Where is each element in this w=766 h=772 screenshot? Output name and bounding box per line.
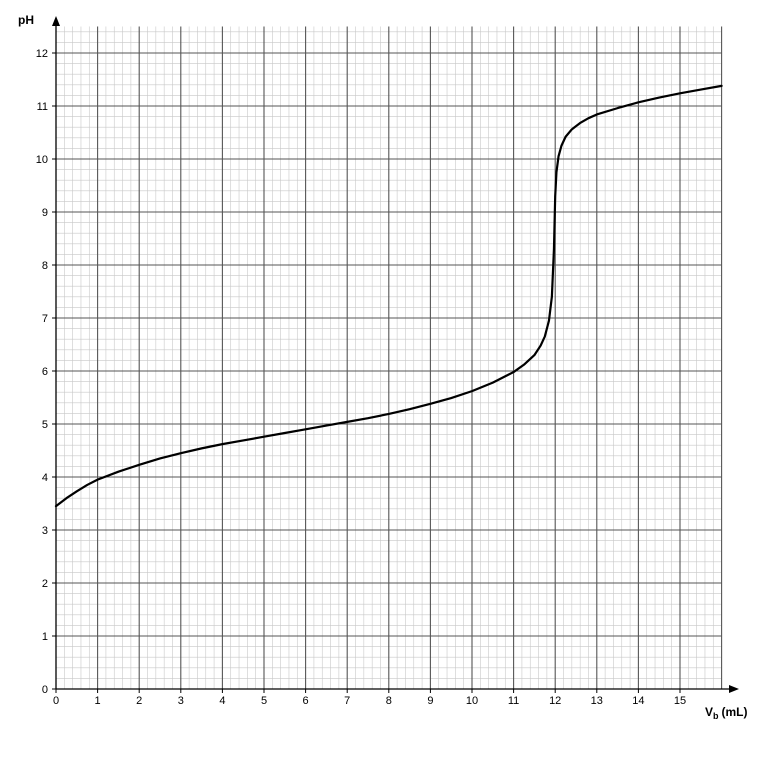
data-point [533,354,536,356]
data-point [304,428,307,431]
major-grid [56,26,723,689]
data-point [284,432,286,434]
x-axis-label-subscript: b [713,711,719,721]
data-point [55,505,57,507]
data-point [658,96,660,99]
series-points [55,85,723,507]
y-axis-arrow [52,16,60,26]
data-point [138,464,140,466]
data-point [471,390,473,392]
x-axis-label: Vb (mL) [705,705,748,721]
x-tick-label: 13 [591,695,603,707]
data-point [596,113,598,116]
data-point [159,457,161,460]
data-point [450,397,453,399]
data-point [557,155,560,158]
x-tick-label: 5 [261,695,267,707]
data-point [544,335,546,338]
data-point [539,344,542,347]
data-point [523,363,525,366]
x-tick-label: 7 [344,695,350,707]
x-tick-label: 8 [386,695,392,707]
data-point [429,403,432,405]
y-tick-label: 4 [42,472,48,484]
y-tick-label: 1 [42,631,48,643]
y-tick-label: 6 [42,366,48,378]
data-point [560,144,563,147]
data-point [679,92,681,95]
x-tick-label: 4 [219,695,225,707]
data-point [555,171,558,174]
data-point [76,490,78,493]
data-point [388,413,390,415]
data-point [200,447,203,450]
data-point [325,424,328,427]
x-tick-label: 11 [508,695,519,707]
x-tick-label: 14 [632,695,644,707]
y-tick-label: 8 [42,260,48,272]
y-tick-label: 5 [42,419,48,431]
data-point [616,107,619,109]
y-tick-label: 9 [42,207,48,219]
data-point [242,439,244,442]
data-point [553,248,555,250]
data-point [263,435,265,438]
y-axis-label: pH [18,13,34,27]
x-axis-label-main: V [705,705,713,719]
data-point [180,452,182,454]
data-point [96,478,99,481]
data-point [554,195,556,197]
y-tick-label: 3 [42,525,48,537]
data-point [700,88,702,91]
data-point [117,470,120,473]
data-point [221,443,224,445]
axes [52,16,739,693]
y-tick-label: 2 [42,578,48,590]
data-point [492,381,494,384]
data-point [720,85,723,87]
x-tick-label: 12 [549,695,561,707]
x-axis-arrow [729,685,739,693]
x-tick-label: 15 [674,695,686,707]
x-tick-label: 6 [303,695,309,707]
data-point [551,296,553,298]
data-point [512,371,515,373]
data-point [587,117,590,119]
x-axis-label-unit: (mL) [722,705,748,719]
x-tick-label: 3 [178,695,184,707]
data-point [65,497,68,500]
data-point [86,484,88,486]
data-point [571,128,573,131]
x-tick-label: 0 [53,695,59,707]
data-point [637,101,640,104]
y-tick-label: 12 [36,48,48,60]
y-tick-label: 10 [36,154,48,166]
x-tick-label: 2 [136,695,142,707]
data-point [408,408,411,410]
y-tick-label: 0 [42,684,48,696]
data-point [579,122,581,124]
data-point [367,417,369,419]
data-point [564,135,567,138]
x-tick-labels: 0 1 2 3 4 5 6 7 8 9 10 11 12 13 14 15 [53,689,686,707]
y-tick-label: 11 [37,101,48,113]
x-tick-label: 10 [466,695,478,707]
x-tick-label: 9 [427,695,433,707]
data-point [548,319,550,322]
data-point [346,421,349,423]
x-tick-label: 1 [95,695,101,707]
y-tick-label: 7 [42,313,48,325]
